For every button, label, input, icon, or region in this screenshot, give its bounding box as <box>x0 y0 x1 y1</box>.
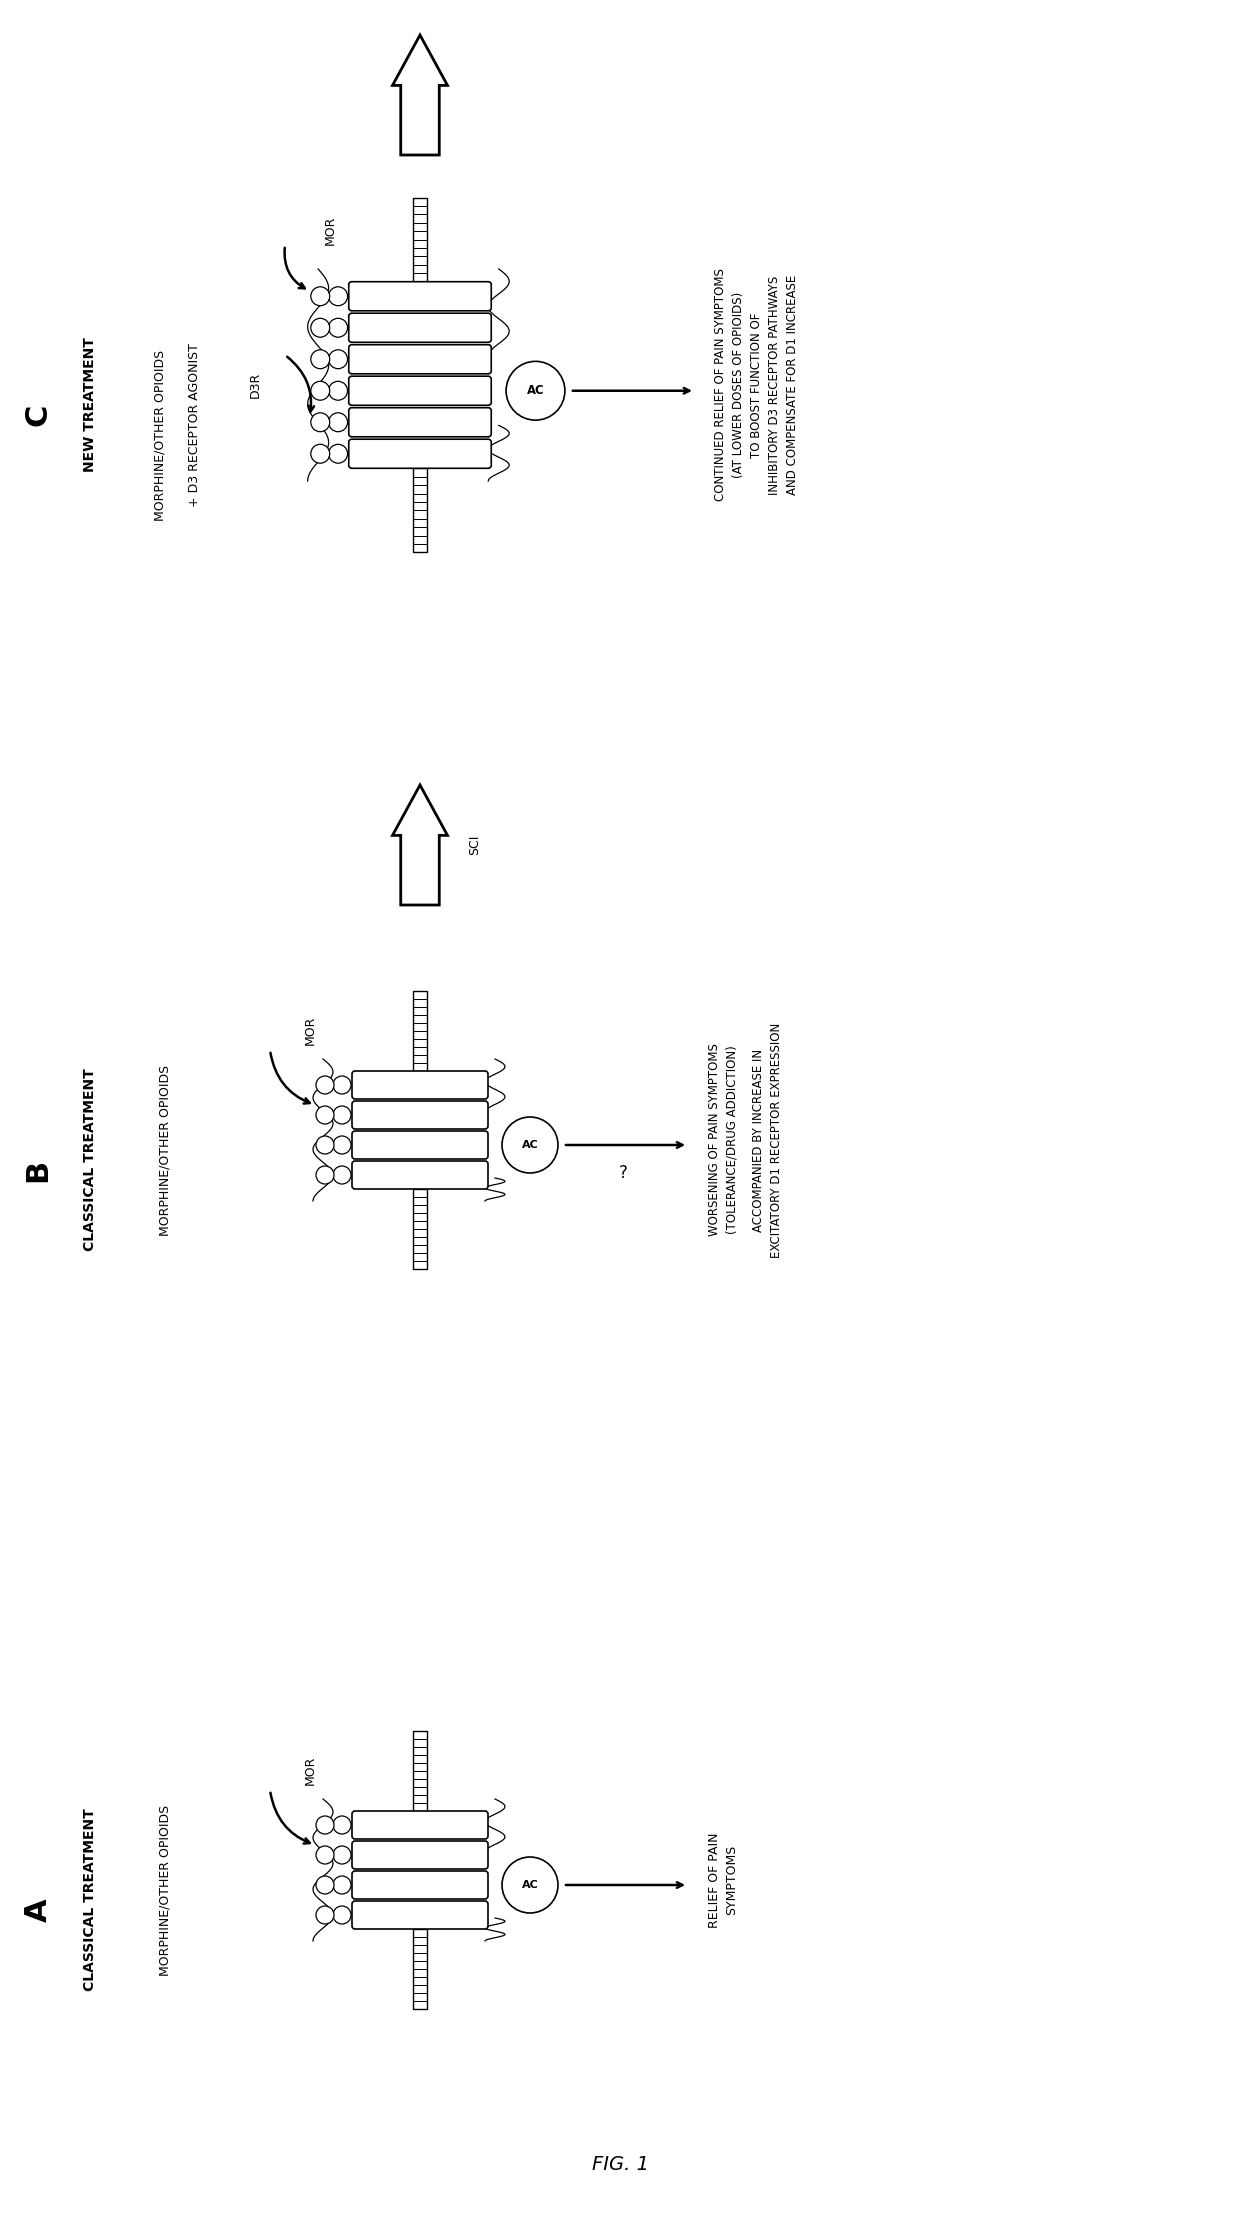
Text: WORSENING OF PAIN SYMPTOMS
(TOLERANCE/DRUG ADDICTION): WORSENING OF PAIN SYMPTOMS (TOLERANCE/DR… <box>708 1045 739 1237</box>
Text: CLASSICAL TREATMENT: CLASSICAL TREATMENT <box>83 1808 97 1991</box>
FancyBboxPatch shape <box>348 281 491 310</box>
Circle shape <box>316 1877 334 1895</box>
Circle shape <box>311 382 330 400</box>
Text: NEW TREATMENT: NEW TREATMENT <box>83 337 97 473</box>
FancyBboxPatch shape <box>348 377 491 406</box>
Text: MOR: MOR <box>324 214 336 246</box>
Circle shape <box>334 1877 351 1895</box>
Circle shape <box>329 286 347 306</box>
FancyBboxPatch shape <box>352 1902 489 1928</box>
Circle shape <box>311 444 330 464</box>
Text: AC: AC <box>522 1879 538 1891</box>
Circle shape <box>334 1107 351 1125</box>
FancyBboxPatch shape <box>352 1161 489 1190</box>
FancyBboxPatch shape <box>352 1810 489 1839</box>
Text: B: B <box>24 1158 52 1181</box>
Circle shape <box>316 1107 334 1125</box>
Text: CONTINUED RELIEF OF PAIN SYMPTOMS
(AT LOWER DOSES OF OPIOIDS): CONTINUED RELIEF OF PAIN SYMPTOMS (AT LO… <box>714 268 745 502</box>
Bar <box>413 199 428 281</box>
FancyBboxPatch shape <box>348 344 491 373</box>
Text: FIG. 1: FIG. 1 <box>591 2156 649 2174</box>
Text: MORPHINE/OTHER OPIOIDS: MORPHINE/OTHER OPIOIDS <box>154 350 166 520</box>
Text: MOR: MOR <box>304 1016 316 1045</box>
Circle shape <box>316 1817 334 1835</box>
Bar <box>413 1928 427 2009</box>
Text: ?: ? <box>619 1165 627 1183</box>
Bar <box>413 991 427 1071</box>
Circle shape <box>502 1116 558 1174</box>
Circle shape <box>316 1076 334 1094</box>
Text: ACCOMPANIED BY INCREASE IN
EXCITATORY D1 RECEPTOR EXPRESSION: ACCOMPANIED BY INCREASE IN EXCITATORY D1… <box>753 1022 784 1257</box>
Circle shape <box>329 350 347 368</box>
Circle shape <box>334 1165 351 1183</box>
Text: CLASSICAL TREATMENT: CLASSICAL TREATMENT <box>83 1069 97 1252</box>
Circle shape <box>316 1136 334 1154</box>
Circle shape <box>316 1165 334 1183</box>
FancyBboxPatch shape <box>352 1132 489 1158</box>
FancyBboxPatch shape <box>348 408 491 437</box>
Text: AC: AC <box>527 384 544 397</box>
Circle shape <box>334 1846 351 1864</box>
Circle shape <box>502 1857 558 1913</box>
Circle shape <box>329 382 347 400</box>
Bar <box>413 1732 427 1810</box>
Polygon shape <box>393 786 448 904</box>
Text: + D3 RECEPTOR AGONIST: + D3 RECEPTOR AGONIST <box>188 344 201 507</box>
Circle shape <box>334 1906 351 1924</box>
Text: D3R: D3R <box>248 373 262 397</box>
Circle shape <box>311 319 330 337</box>
Circle shape <box>311 286 330 306</box>
Circle shape <box>329 319 347 337</box>
Text: MORPHINE/OTHER OPIOIDS: MORPHINE/OTHER OPIOIDS <box>159 1803 171 1975</box>
FancyBboxPatch shape <box>348 312 491 341</box>
FancyBboxPatch shape <box>352 1870 489 1899</box>
Circle shape <box>316 1906 334 1924</box>
Text: MOR: MOR <box>304 1754 316 1786</box>
Circle shape <box>334 1076 351 1094</box>
FancyBboxPatch shape <box>352 1100 489 1129</box>
Bar <box>413 1190 427 1270</box>
FancyBboxPatch shape <box>352 1071 489 1098</box>
Bar <box>413 469 428 554</box>
Text: RELIEF OF PAIN
SYMPTOMS: RELIEF OF PAIN SYMPTOMS <box>708 1832 739 1928</box>
Circle shape <box>316 1846 334 1864</box>
Circle shape <box>311 413 330 431</box>
Circle shape <box>311 350 330 368</box>
Circle shape <box>329 444 347 464</box>
Text: MORPHINE/OTHER OPIOIDS: MORPHINE/OTHER OPIOIDS <box>159 1065 171 1237</box>
Circle shape <box>329 413 347 431</box>
Polygon shape <box>393 36 448 154</box>
Circle shape <box>506 362 565 420</box>
Text: C: C <box>24 404 52 426</box>
Text: SCI: SCI <box>469 835 481 855</box>
Circle shape <box>334 1136 351 1154</box>
FancyBboxPatch shape <box>348 440 491 469</box>
Text: TO BOOST FUNCTION OF
INHIBITORY D3 RECEPTOR PATHWAYS
AND COMPENSATE FOR D1 INCRE: TO BOOST FUNCTION OF INHIBITORY D3 RECEP… <box>750 275 800 496</box>
Text: A: A <box>24 1897 52 1922</box>
FancyBboxPatch shape <box>352 1841 489 1868</box>
Circle shape <box>334 1817 351 1835</box>
Text: AC: AC <box>522 1141 538 1149</box>
